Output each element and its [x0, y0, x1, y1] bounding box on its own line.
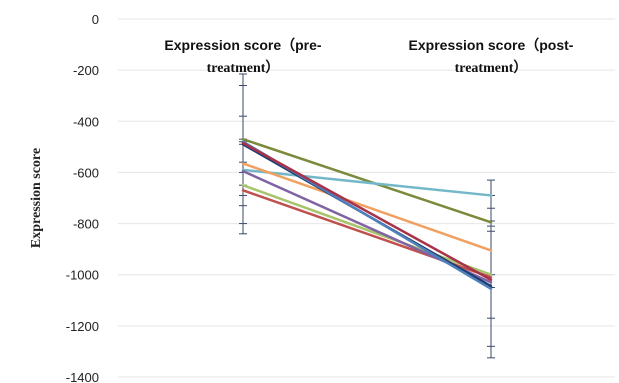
y-tick-label: -1400	[66, 370, 99, 383]
grid-lines	[118, 18, 615, 378]
y-tick-label: -200	[73, 63, 99, 78]
y-tick-label: -800	[73, 217, 99, 232]
series-line	[241, 183, 493, 276]
y-tick-label: -600	[73, 165, 99, 180]
y-tick-label: -400	[73, 114, 99, 129]
series-line	[241, 137, 493, 224]
series-line	[241, 141, 493, 282]
y-tick-label: -1200	[66, 319, 99, 334]
category-label-pre-line1: Expression score（pre-	[164, 37, 322, 53]
y-axis-label: Expression score	[29, 148, 44, 248]
category-label-post-line1: Expression score（post-	[409, 37, 574, 53]
y-axis-ticks: 0 -200 -400 -600 -800 -1000 -1200 -1400	[66, 12, 99, 383]
y-tick-label: 0	[92, 12, 99, 27]
category-labels: Expression score（pre- treatment） Express…	[164, 37, 573, 76]
category-label-post-line2: treatment）	[455, 60, 528, 76]
series-line	[241, 162, 493, 252]
series-line	[241, 168, 493, 197]
category-label-pre-line2: treatment）	[207, 60, 280, 76]
series-lines	[241, 137, 493, 291]
y-tick-label: -1000	[66, 268, 99, 283]
